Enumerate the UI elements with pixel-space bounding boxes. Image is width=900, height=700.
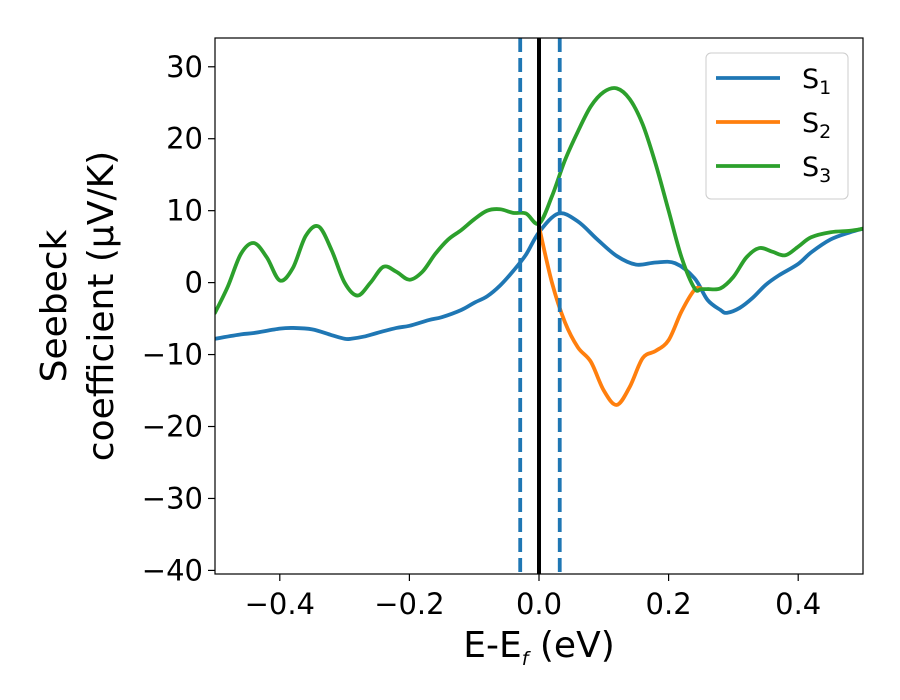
y-axis-label-line2: coefficient (μV/K) — [81, 151, 122, 461]
legend-box — [705, 52, 849, 200]
legend-label-2: S2 — [802, 108, 831, 143]
legend: S1 S2 S3 — [705, 52, 849, 200]
y-tick-label: −20 — [142, 410, 203, 444]
y-tick-label: −40 — [142, 553, 203, 587]
series-2-line — [537, 224, 703, 407]
y-axis-label-line1: Seebeck — [34, 229, 75, 382]
y-tick-label: 0 — [185, 266, 203, 300]
legend-items: S1 S2 S3 — [716, 64, 831, 187]
x-tick-label: 0.0 — [516, 587, 562, 621]
y-tick-label: −30 — [142, 481, 203, 515]
y-tick-label: 10 — [166, 194, 203, 228]
x-axis-label: E-Ef (eV) — [463, 625, 615, 670]
vline-layer — [518, 38, 562, 574]
y-axis-label: Seebeck coefficient (μV/K) — [34, 151, 122, 461]
legend-label-3: S3 — [802, 152, 831, 187]
x-tick-label: −0.4 — [245, 587, 315, 621]
x-axis-ticks: −0.4 −0.2 0.0 0.2 0.4 — [245, 574, 821, 621]
y-axis-ticks: 30 20 10 0 −10 −20 −30 −40 — [142, 50, 215, 587]
x-tick-label: 0.2 — [646, 587, 692, 621]
y-tick-label: 30 — [166, 50, 203, 84]
series-1-line — [215, 211, 863, 341]
x-tick-label: −0.2 — [374, 587, 444, 621]
y-tick-label: −10 — [142, 338, 203, 372]
legend-label-1: S1 — [802, 64, 831, 99]
x-tick-label: 0.4 — [775, 587, 821, 621]
y-tick-label: 20 — [166, 122, 203, 156]
